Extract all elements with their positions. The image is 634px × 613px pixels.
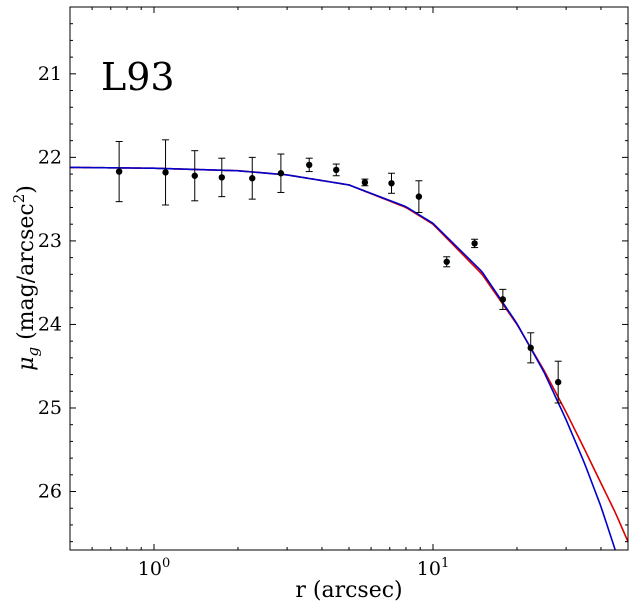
data-marker bbox=[249, 175, 256, 182]
y-axis-label: μg (mag/arcsec2) bbox=[10, 185, 42, 371]
data-point-14 bbox=[499, 288, 507, 310]
y-tick-label: 21 bbox=[38, 63, 62, 85]
y-tick-label: 23 bbox=[38, 230, 62, 252]
y-tick-label: 24 bbox=[38, 313, 62, 335]
y-tick-label: 25 bbox=[38, 397, 62, 419]
x-tick-base: 10 bbox=[417, 558, 441, 580]
y-tick-label: 26 bbox=[38, 481, 62, 503]
y-axis-label-symbol: μ bbox=[14, 357, 39, 371]
data-marker bbox=[361, 179, 369, 186]
y-axis-label-superscript: 2 bbox=[10, 194, 28, 204]
data-point-4 bbox=[218, 157, 226, 198]
plot-frame bbox=[69, 6, 629, 551]
data-point-16 bbox=[554, 360, 562, 404]
model-curve-blue bbox=[70, 166, 617, 550]
y-axis-label-subscript: g bbox=[24, 347, 42, 357]
data-point-1 bbox=[115, 140, 123, 203]
data-marker bbox=[305, 161, 313, 169]
data-point-6 bbox=[277, 153, 285, 193]
data-marker bbox=[277, 170, 285, 177]
data-marker bbox=[415, 193, 423, 200]
data-point-2 bbox=[162, 139, 170, 206]
data-marker bbox=[499, 296, 507, 303]
data-point-15 bbox=[527, 332, 535, 364]
data-marker bbox=[471, 240, 478, 247]
x-tick-exponent: 1 bbox=[441, 556, 449, 571]
data-marker bbox=[191, 172, 198, 179]
y-tick-label: 22 bbox=[38, 146, 62, 168]
data-marker bbox=[388, 180, 395, 187]
data-point-5 bbox=[248, 156, 256, 200]
data-point-13 bbox=[471, 238, 479, 249]
data-marker bbox=[333, 166, 340, 174]
x-tick-label: 101 bbox=[417, 556, 449, 580]
data-marker bbox=[554, 378, 562, 386]
data-point-12 bbox=[443, 256, 451, 268]
data-marker bbox=[527, 344, 534, 352]
model-curve-red bbox=[70, 166, 628, 542]
data-point-10 bbox=[387, 172, 395, 194]
data-marker bbox=[218, 174, 225, 181]
data-point-7 bbox=[305, 157, 313, 173]
data-points bbox=[115, 139, 562, 404]
data-marker bbox=[162, 169, 169, 176]
panel-label: L93 bbox=[101, 55, 175, 99]
data-point-11 bbox=[415, 180, 423, 214]
data-marker bbox=[115, 168, 123, 175]
y-axis-label-units: (mag/arcsec bbox=[14, 203, 39, 347]
x-tick-label: 100 bbox=[138, 556, 170, 580]
data-point-8 bbox=[332, 163, 340, 177]
x-tick-base: 10 bbox=[138, 558, 162, 580]
model-curves bbox=[70, 166, 628, 550]
y-axis-label-close: ) bbox=[14, 185, 39, 194]
data-marker bbox=[443, 258, 450, 265]
data-point-9 bbox=[361, 178, 369, 187]
x-tick-exponent: 0 bbox=[162, 556, 170, 571]
x-axis-label: r (arcsec) bbox=[295, 578, 402, 603]
data-point-3 bbox=[191, 150, 199, 202]
